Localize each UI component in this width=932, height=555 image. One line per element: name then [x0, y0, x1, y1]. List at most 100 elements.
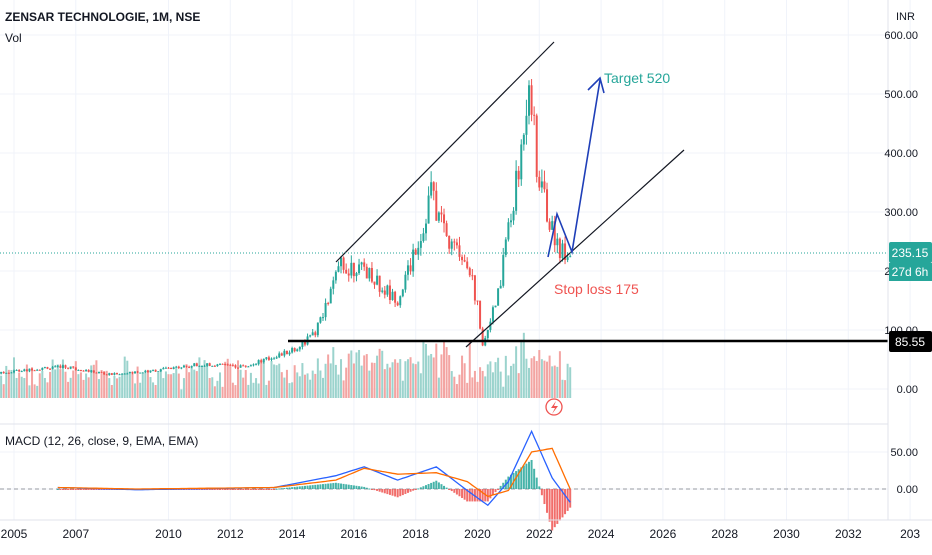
candle — [363, 258, 366, 271]
volume-bar — [141, 373, 144, 398]
candle — [255, 363, 258, 366]
volume-bar — [28, 385, 31, 398]
candle — [355, 271, 358, 282]
macd-hist-bar — [206, 489, 209, 490]
volume-bar — [229, 365, 232, 398]
volume-bar — [553, 365, 556, 398]
volume-bar — [51, 359, 54, 398]
candle — [520, 139, 523, 186]
macd-hist-bar — [525, 463, 528, 489]
volume-bar — [265, 384, 268, 398]
candle — [448, 235, 451, 254]
candles[interactable] — [0, 79, 572, 376]
candle — [219, 363, 221, 366]
volume-bar — [46, 382, 49, 398]
macd-pane[interactable] — [0, 429, 888, 531]
macd-hist-bar — [543, 489, 546, 505]
volume-bar — [350, 350, 353, 398]
candle — [5, 372, 8, 374]
stoploss-annotation[interactable]: Stop loss 175 — [554, 281, 639, 297]
volume-bar — [538, 350, 541, 398]
macd-hist-bar — [95, 489, 98, 490]
volume-bar — [489, 361, 492, 398]
macd-hist-bar — [414, 489, 417, 490]
candle — [118, 373, 121, 376]
macd-hist-bar — [486, 489, 489, 502]
candle — [177, 365, 180, 370]
candle — [306, 333, 309, 346]
volume-bar — [72, 370, 75, 398]
volume-bar — [466, 382, 469, 398]
macd-hist-bar — [198, 489, 201, 490]
volume-bar — [401, 380, 404, 398]
macd-hist-bar — [553, 489, 556, 528]
candle — [172, 366, 175, 370]
candle — [515, 160, 518, 215]
volume-bar — [23, 378, 26, 398]
last-price-badge[interactable]: 235.15 — [889, 242, 932, 263]
candle — [203, 364, 206, 367]
volume-bar — [445, 347, 448, 398]
projection-path[interactable] — [547, 79, 601, 258]
candle — [311, 329, 314, 336]
macd-hist-bar — [216, 489, 219, 490]
candle — [401, 288, 404, 298]
macd-line[interactable] — [57, 429, 571, 507]
volume-bar — [56, 364, 59, 398]
volume-bar — [376, 355, 379, 398]
volume-bar — [342, 380, 345, 398]
candle — [342, 256, 345, 274]
volume-bar — [419, 373, 422, 398]
macd-hist-bar — [322, 484, 324, 489]
macd-hist-bar — [345, 484, 348, 489]
x-tick-label: 2022 — [526, 527, 553, 541]
volume-bar — [303, 374, 306, 398]
candle — [141, 372, 144, 374]
candle — [267, 355, 270, 361]
volume-bar — [113, 375, 116, 398]
drawings[interactable]: Target 520 Stop loss 175 — [0, 41, 888, 348]
volume-bar — [162, 378, 165, 398]
macd-hist-bar — [548, 489, 551, 522]
volume-bar — [517, 373, 520, 398]
volume-bar — [25, 364, 28, 398]
volume-bar — [193, 369, 196, 398]
candle — [352, 262, 355, 283]
volume-bar — [177, 373, 180, 398]
candle — [440, 205, 443, 223]
volume-bar — [435, 343, 438, 398]
x-tick-label: 2005 — [1, 527, 28, 541]
volume-bar — [190, 366, 193, 398]
volume-bar — [182, 378, 185, 398]
channel-upper-line[interactable] — [335, 41, 555, 263]
macd-hist-bar — [566, 489, 569, 511]
volume-bar — [319, 370, 322, 398]
volume-bar — [159, 369, 162, 398]
volume-bar — [494, 362, 497, 398]
volume-bar — [499, 371, 502, 398]
volume-bar — [54, 369, 57, 398]
candle — [445, 220, 448, 237]
candle — [144, 369, 147, 374]
signal-line[interactable] — [57, 447, 571, 498]
volume-bar — [481, 370, 484, 398]
target-annotation[interactable]: Target 520 — [604, 70, 670, 86]
macd-hist-bar — [443, 485, 446, 489]
volume-bar — [388, 367, 391, 398]
macd-hist-bar — [370, 489, 373, 490]
volume-bar — [252, 382, 255, 398]
volume-bar — [219, 372, 221, 398]
candle — [494, 305, 497, 308]
candle — [381, 287, 384, 294]
macd-hist-bar — [340, 483, 343, 489]
volume-bar — [345, 367, 348, 398]
macd-hist-bar — [499, 485, 502, 489]
candle — [77, 369, 80, 371]
volume-bars[interactable] — [0, 332, 572, 398]
support-badge[interactable]: 85.55 — [889, 331, 932, 352]
candle — [512, 207, 515, 225]
macd-hist-bar — [373, 489, 376, 491]
channel-lower-line[interactable] — [465, 149, 685, 348]
candle — [471, 268, 474, 281]
lightning-icon[interactable] — [545, 398, 563, 416]
